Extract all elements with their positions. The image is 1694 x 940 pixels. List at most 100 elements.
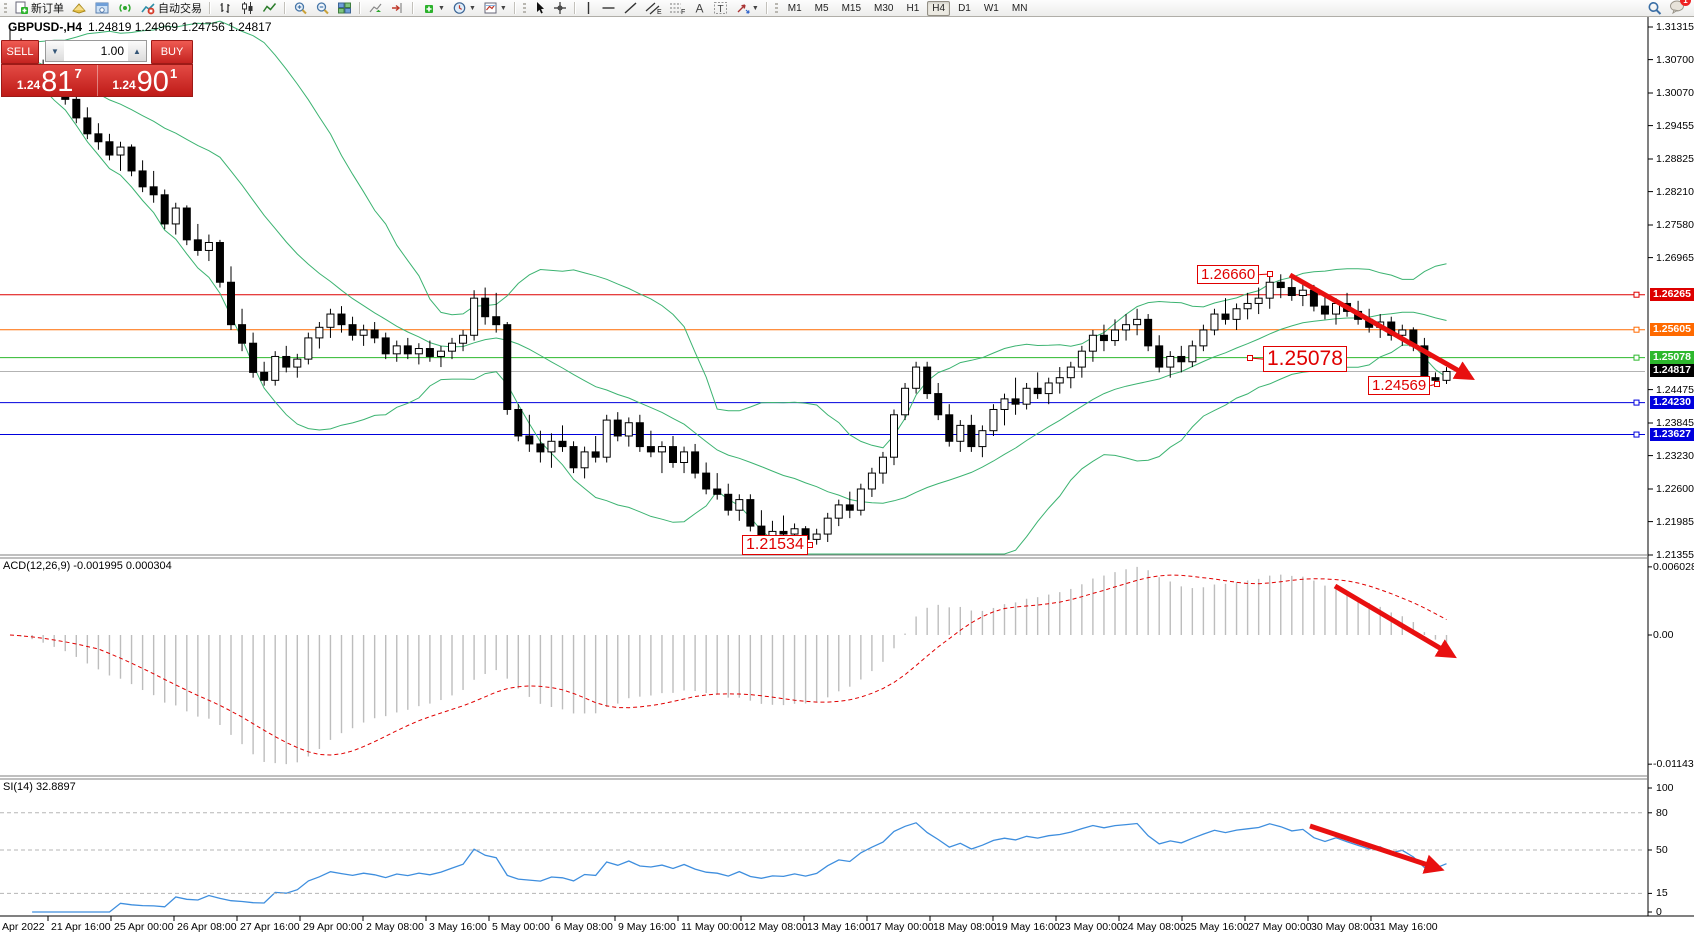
periods-button[interactable]: ▼ (450, 1, 478, 16)
crosshair-tool-button[interactable] (551, 1, 569, 16)
toolbar-separator (209, 2, 211, 14)
notifications-button[interactable]: 1 (1669, 0, 1691, 17)
auto-scroll-icon (369, 3, 382, 13)
macd-histogram (20, 566, 1448, 765)
price-axis-tick-label: 1.23230 (1656, 449, 1694, 462)
time-axis-label: 5 May 00:00 (492, 921, 550, 933)
rsi-axis-tick-label: 50 (1656, 844, 1668, 856)
buy-price[interactable]: 1.24 90 1 (98, 65, 193, 97)
arrow-shapes-icon (737, 4, 750, 14)
horizontal-line-tool-button[interactable] (599, 1, 618, 16)
timeframe-m1-button[interactable]: M1 (787, 2, 802, 14)
toolbar-drag-handle[interactable] (522, 2, 526, 14)
chart-shift-button[interactable] (388, 1, 407, 16)
candlestick-chart-button[interactable] (238, 1, 257, 16)
price-axis-tick-label: 1.30700 (1656, 53, 1694, 66)
price-axis-tick-label: 1.22600 (1656, 483, 1694, 495)
arrows-tool-button[interactable]: ▼ (733, 1, 761, 16)
rsi-indicator-label: SI(14) 32.8897 (3, 781, 76, 793)
price-axis-level-label: 1.24817 (1650, 364, 1694, 378)
svg-text:F: F (681, 9, 685, 15)
time-axis-label: 12 May 08:00 (744, 921, 808, 933)
channel-tool-button[interactable]: E (643, 1, 664, 16)
timeframe-h1-button[interactable]: H1 (906, 2, 920, 14)
volume-input[interactable] (64, 41, 128, 61)
trendline-tool-button[interactable] (621, 1, 640, 16)
time-axis-label: 27 Apr 16:00 (240, 921, 300, 933)
timeframe-d1-button[interactable]: D1 (958, 2, 971, 14)
trend-arrow-annotations (1288, 272, 1475, 874)
vertical-line-tool-button[interactable] (581, 1, 596, 16)
line-chart-button[interactable] (260, 1, 279, 16)
fibonacci-icon: F (669, 3, 685, 15)
autotrading-button[interactable]: 自动交易 (138, 1, 204, 16)
trade-controls-row: SELL ▼ ▲ BUY (1, 40, 193, 64)
timeframe-m5-button[interactable]: M5 (814, 2, 829, 14)
crosshair-icon (553, 2, 566, 14)
toolbar-drag-handle[interactable] (774, 2, 778, 14)
indicators-button[interactable]: ▼ (419, 1, 447, 16)
timeframe-m30-button[interactable]: M30 (874, 2, 894, 14)
market-watch-button[interactable] (69, 1, 89, 16)
price-axis-tick-label: 1.26965 (1656, 251, 1694, 264)
time-axis-label: 26 Apr 08:00 (177, 921, 237, 933)
toolbar-separator (765, 2, 768, 14)
bar-chart-button[interactable] (216, 1, 235, 16)
zoom-out-button[interactable] (313, 1, 332, 16)
text-tool-button[interactable]: A (691, 1, 708, 16)
rsi-level-lines (0, 812, 1645, 894)
time-axis-label: 24 May 08:00 (1122, 921, 1186, 933)
text-label-icon: T (713, 2, 727, 15)
templates-button[interactable]: ▼ (481, 1, 509, 16)
price-axis-tick-label: 1.30070 (1656, 87, 1694, 99)
price-callout-1.26660[interactable]: 1.26660 (1197, 265, 1260, 285)
timeframe-m15-button[interactable]: M15 (841, 2, 862, 14)
timeframe-w1-button[interactable]: W1 (983, 2, 999, 14)
volume-decrease-button[interactable]: ▼ (46, 41, 64, 61)
sell-price[interactable]: 1.24 81 7 (2, 65, 98, 97)
timeframe-mn-button[interactable]: MN (1011, 2, 1028, 14)
signal-icon (119, 4, 131, 12)
svg-text:A: A (695, 2, 703, 16)
time-axis-label: 31 May 16:00 (1374, 921, 1438, 933)
fibonacci-tool-button[interactable]: F (667, 1, 688, 16)
zoom-in-button[interactable] (291, 1, 310, 16)
time-axis-label: 23 May 00:00 (1059, 921, 1123, 933)
text-icon: A (695, 2, 703, 16)
dropdown-caret-icon: ▼ (499, 4, 507, 12)
time-axis-label: 3 May 16:00 (429, 921, 487, 933)
text-label-tool-button[interactable]: T (711, 1, 730, 16)
time-axis-label: 9 May 16:00 (618, 921, 676, 933)
cursor-icon (536, 2, 544, 14)
dropdown-caret-icon: ▼ (751, 4, 759, 12)
auto-scroll-button[interactable] (366, 1, 385, 16)
timeframe-h4-button[interactable]: H4 (927, 0, 951, 16)
price-callout-1.21534[interactable]: 1.21534 (742, 535, 808, 556)
cursor-tool-button[interactable] (531, 1, 548, 16)
toolbar-drag-handle[interactable] (4, 2, 7, 14)
toolbar-separator (573, 2, 576, 14)
horizontal-line-icon (602, 7, 615, 9)
terminal-button[interactable] (115, 1, 135, 16)
time-axis-label: 30 May 08:00 (1311, 921, 1375, 933)
search-icon[interactable] (1647, 1, 1663, 16)
axes (0, 17, 1694, 921)
buy-button[interactable]: BUY (151, 40, 193, 64)
sell-price-pipette: 7 (74, 66, 82, 81)
price-callout-1.24569[interactable]: 1.24569 (1368, 376, 1431, 396)
new-order-button[interactable]: 新订单 (12, 1, 66, 16)
volume-increase-button[interactable]: ▲ (128, 41, 146, 61)
price-axis-level-label: 1.25078 (1650, 350, 1694, 364)
price-callout-1.25078[interactable]: 1.25078 (1263, 346, 1347, 373)
sell-button[interactable]: SELL (1, 40, 39, 64)
price-axis-level-label: 1.23627 (1650, 427, 1694, 441)
tile-windows-button[interactable] (335, 1, 354, 16)
chat-bubble-icon (1670, 0, 1684, 14)
time-axis-label: 2 May 08:00 (366, 921, 424, 933)
navigator-button[interactable] (92, 1, 112, 16)
bollinger-bands (9, 20, 1447, 555)
symbol-timeframe-label: GBPUSD-,H4 (8, 20, 83, 34)
